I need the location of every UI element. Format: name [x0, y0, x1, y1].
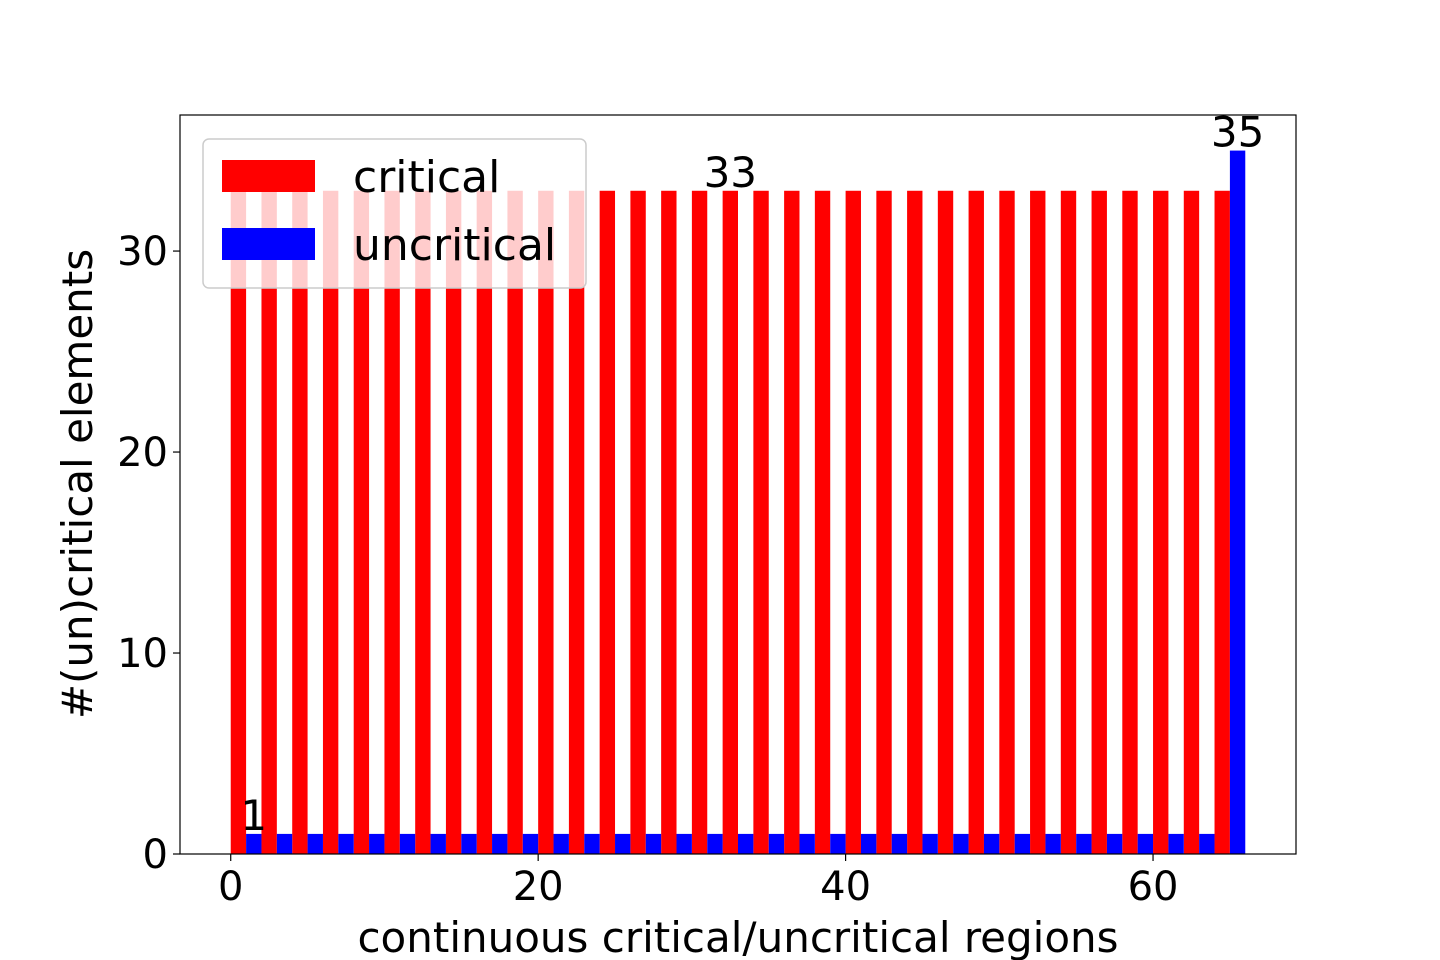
bar [1122, 190, 1138, 854]
bar [1214, 190, 1230, 854]
bar [937, 190, 954, 854]
y-tick-label: 30 [117, 229, 168, 275]
bar [1060, 190, 1077, 854]
bar [476, 190, 493, 854]
bar [246, 833, 262, 854]
bar [353, 190, 370, 854]
bar [1030, 190, 1046, 854]
x-tick-label: 20 [513, 864, 564, 910]
bar [230, 190, 247, 854]
bar [261, 190, 277, 854]
x-axis-label: continuous critical/uncritical regions [357, 913, 1118, 960]
bar [445, 190, 462, 854]
annotation: 35 [1211, 108, 1264, 157]
bar [369, 833, 385, 854]
bar [292, 190, 308, 854]
legend-swatch [222, 228, 315, 260]
bar [584, 833, 600, 854]
legend-label: uncritical [353, 220, 556, 271]
bar [599, 190, 616, 854]
bar [860, 833, 877, 854]
legend-swatch [222, 160, 315, 192]
bar [645, 833, 662, 854]
bar [338, 833, 354, 854]
bar [830, 833, 846, 854]
bar [691, 190, 708, 854]
bar [722, 190, 738, 854]
bar [983, 833, 1000, 854]
bar [1014, 833, 1031, 854]
y-tick-label: 0 [143, 832, 168, 878]
bar [507, 190, 523, 854]
bar [876, 190, 892, 854]
legend-label: critical [353, 152, 500, 203]
y-tick-label: 20 [117, 430, 168, 476]
bar [384, 190, 400, 854]
bar [1106, 833, 1123, 854]
bar [568, 190, 585, 854]
bar [1229, 150, 1246, 854]
x-tick-label: 0 [218, 864, 243, 910]
bar [845, 190, 861, 854]
bar [430, 833, 446, 854]
bar [492, 833, 508, 854]
bar [553, 833, 569, 854]
bar [1199, 833, 1215, 854]
bar [307, 833, 323, 854]
bar [1153, 190, 1169, 854]
bar [461, 833, 477, 854]
bar [907, 190, 923, 854]
bar [322, 190, 339, 854]
y-tick-label: 10 [117, 631, 168, 677]
bar [1076, 833, 1092, 854]
bar [661, 190, 677, 854]
bar [630, 190, 646, 854]
bar [814, 190, 831, 854]
bar [953, 833, 969, 854]
bar [753, 190, 769, 854]
bar [522, 833, 539, 854]
annotation: 1 [240, 791, 267, 840]
bar [1183, 190, 1200, 854]
bar [399, 833, 416, 854]
bar [1091, 190, 1107, 854]
y-axis-label: #(un)critical elements [53, 249, 102, 719]
bar [784, 190, 800, 854]
bar [891, 833, 908, 854]
bar [799, 833, 815, 854]
annotation: 33 [704, 148, 757, 197]
bar [615, 833, 631, 854]
bar [415, 190, 431, 854]
x-tick-label: 60 [1128, 864, 1179, 910]
bar [538, 190, 554, 854]
bar [707, 833, 723, 854]
bar [1168, 833, 1184, 854]
x-tick-label: 40 [820, 864, 871, 910]
bar [922, 833, 938, 854]
bar [738, 833, 754, 854]
bar [1045, 833, 1061, 854]
bar [999, 190, 1015, 854]
bar [768, 833, 785, 854]
bar [1137, 833, 1154, 854]
bar [276, 833, 293, 854]
bar [968, 190, 984, 854]
plot-frame [179, 114, 1297, 855]
bar [676, 833, 692, 854]
